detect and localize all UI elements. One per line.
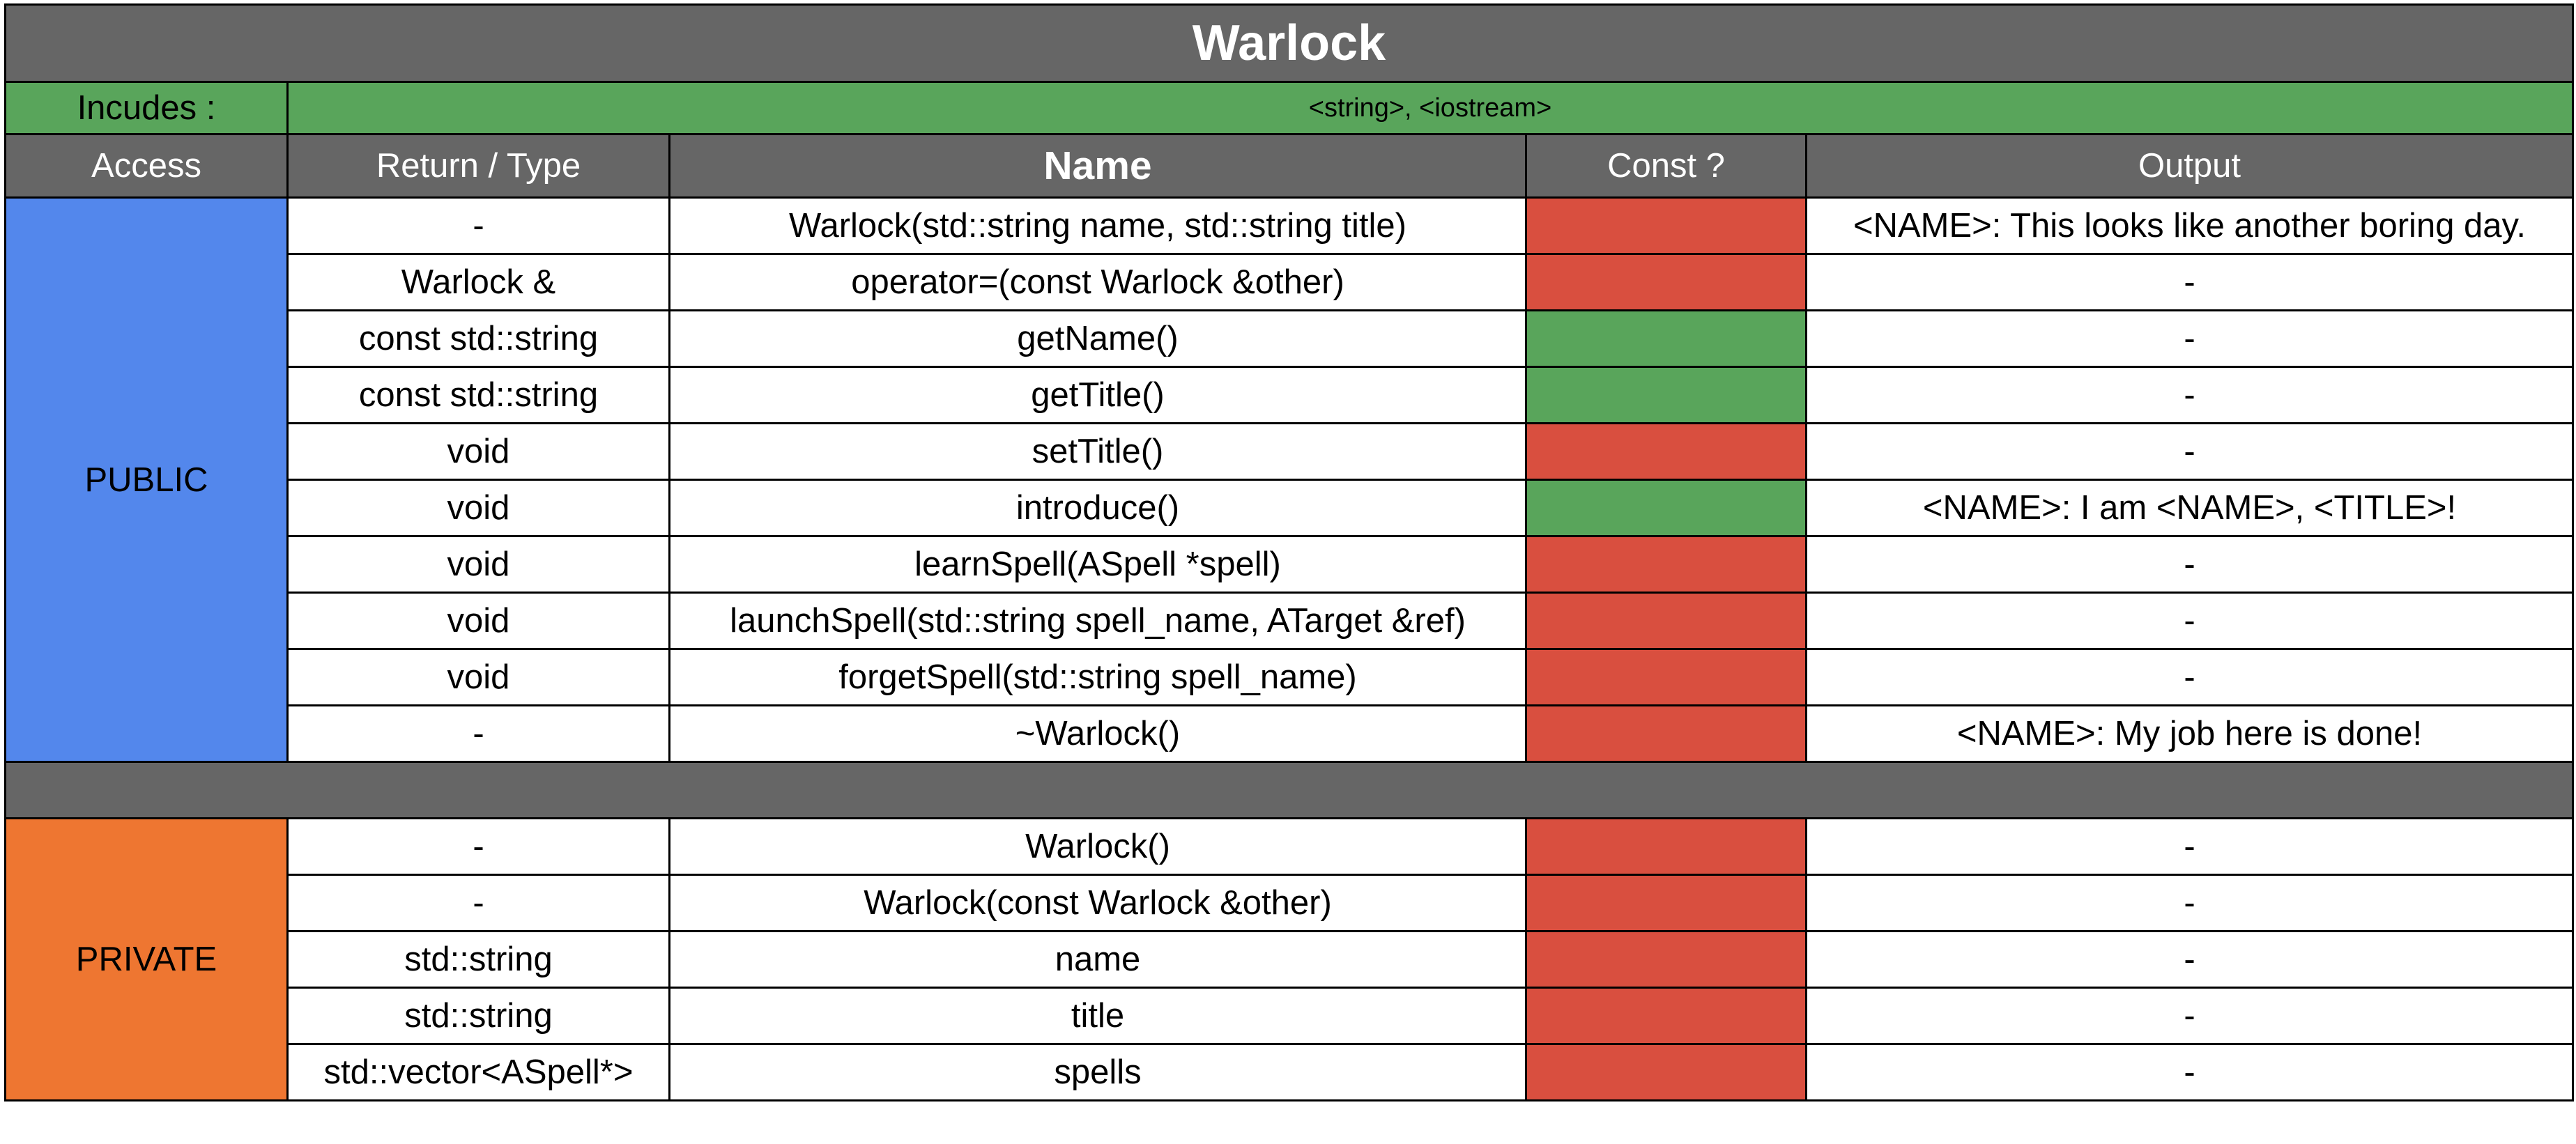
- const-cell-false[interactable]: [1525, 704, 1807, 763]
- const-cell-true[interactable]: [1525, 479, 1807, 537]
- output-cell[interactable]: -: [1804, 309, 2575, 368]
- member-name-cell[interactable]: Warlock(): [668, 817, 1527, 876]
- table-row: std::string name -: [6, 930, 2575, 989]
- output-cell[interactable]: -: [1804, 422, 2575, 481]
- header-name[interactable]: Name: [668, 133, 1527, 199]
- member-name-cell[interactable]: ~Warlock(): [668, 704, 1527, 763]
- member-name-cell[interactable]: name: [668, 930, 1527, 989]
- table-row: PUBLIC - Warlock(std::string name, std::st…: [4, 196, 2575, 763]
- includes-row: Incudes : <string>, <iostream>: [4, 81, 2575, 135]
- const-cell-false[interactable]: [1525, 592, 1807, 650]
- table-row: PRIVATE - Warlock() -: [4, 817, 2575, 1102]
- table-row: void introduce() <NAME>: I am <NAME>, <TIT…: [6, 479, 2575, 537]
- return-type-cell[interactable]: -: [286, 874, 670, 932]
- member-name-cell[interactable]: spells: [668, 1043, 1527, 1102]
- member-name-cell[interactable]: launchSpell(std::string spell_name, ATar…: [668, 592, 1527, 650]
- return-type-cell[interactable]: Warlock &: [286, 253, 670, 311]
- return-type-cell[interactable]: -: [286, 817, 670, 876]
- table-body: PUBLIC - Warlock(std::string name, std::st…: [3, 196, 2575, 1102]
- table-row: Warlock & operator=(const Warlock &other)…: [6, 253, 2575, 311]
- title-row: Warlock: [3, 3, 2575, 83]
- return-type-cell[interactable]: const std::string: [286, 309, 670, 368]
- output-cell[interactable]: -: [1804, 535, 2575, 594]
- table-row: std::vector<ASpell*> spells -: [6, 1043, 2575, 1102]
- return-type-cell[interactable]: void: [286, 422, 670, 481]
- table-row: - ~Warlock() <NAME>: My job here is done!: [6, 704, 2575, 763]
- output-cell[interactable]: -: [1804, 366, 2575, 424]
- const-cell-false[interactable]: [1525, 535, 1807, 594]
- output-cell[interactable]: -: [1804, 987, 2575, 1045]
- output-cell[interactable]: -: [1804, 817, 2575, 876]
- const-cell-false[interactable]: [1525, 196, 1807, 255]
- member-name-cell[interactable]: setTitle(): [668, 422, 1527, 481]
- access-cell-public[interactable]: PUBLIC: [4, 196, 289, 763]
- const-cell-false[interactable]: [1525, 422, 1807, 481]
- output-cell[interactable]: <NAME>: I am <NAME>, <TITLE>!: [1804, 479, 2575, 537]
- header-const[interactable]: Const ?: [1525, 133, 1807, 199]
- section-separator-row: [3, 761, 2575, 819]
- member-name-cell[interactable]: introduce(): [668, 479, 1527, 537]
- const-cell-true[interactable]: [1525, 309, 1807, 368]
- member-name-cell[interactable]: getName(): [668, 309, 1527, 368]
- const-cell-false[interactable]: [1525, 930, 1807, 989]
- output-cell[interactable]: -: [1804, 253, 2575, 311]
- return-type-cell[interactable]: void: [286, 479, 670, 537]
- member-name-cell[interactable]: title: [668, 987, 1527, 1045]
- const-cell-false[interactable]: [1525, 253, 1807, 311]
- const-cell-false[interactable]: [1525, 874, 1807, 932]
- section-separator-cell[interactable]: [3, 761, 2575, 819]
- output-cell[interactable]: -: [1804, 592, 2575, 650]
- class-spec-table: Warlock Incudes : <string>, <iostream> A…: [3, 3, 2575, 1102]
- table-row: void forgetSpell(std::string spell_name) -: [6, 648, 2575, 706]
- output-cell[interactable]: -: [1804, 648, 2575, 706]
- return-type-cell[interactable]: -: [286, 704, 670, 763]
- return-type-cell[interactable]: void: [286, 535, 670, 594]
- member-name-cell[interactable]: getTitle(): [668, 366, 1527, 424]
- member-name-cell[interactable]: operator=(const Warlock &other): [668, 253, 1527, 311]
- output-cell[interactable]: <NAME>: This looks like another boring d…: [1804, 196, 2575, 255]
- const-cell-false[interactable]: [1525, 1043, 1807, 1102]
- table-row: const std::string getName() -: [6, 309, 2575, 368]
- table-row: void setTitle() -: [6, 422, 2575, 481]
- class-title[interactable]: Warlock: [3, 3, 2575, 83]
- includes-label[interactable]: Incudes :: [4, 81, 289, 135]
- return-type-cell[interactable]: void: [286, 592, 670, 650]
- table-row: const std::string getTitle() -: [6, 366, 2575, 424]
- return-type-cell[interactable]: std::vector<ASpell*>: [286, 1043, 670, 1102]
- const-cell-false[interactable]: [1525, 817, 1807, 876]
- return-type-cell[interactable]: -: [286, 196, 670, 255]
- member-name-cell[interactable]: learnSpell(ASpell *spell): [668, 535, 1527, 594]
- output-cell[interactable]: -: [1804, 930, 2575, 989]
- includes-value[interactable]: <string>, <iostream>: [286, 81, 2575, 135]
- output-cell[interactable]: -: [1804, 874, 2575, 932]
- member-name-cell[interactable]: forgetSpell(std::string spell_name): [668, 648, 1527, 706]
- member-name-cell[interactable]: Warlock(const Warlock &other): [668, 874, 1527, 932]
- member-name-cell[interactable]: Warlock(std::string name, std::string ti…: [668, 196, 1527, 255]
- return-type-cell[interactable]: const std::string: [286, 366, 670, 424]
- table-row: - Warlock(const Warlock &other) -: [6, 874, 2575, 932]
- const-cell-false[interactable]: [1525, 987, 1807, 1045]
- return-type-cell[interactable]: std::string: [286, 987, 670, 1045]
- const-cell-false[interactable]: [1525, 648, 1807, 706]
- output-cell[interactable]: <NAME>: My job here is done!: [1804, 704, 2575, 763]
- output-cell[interactable]: -: [1804, 1043, 2575, 1102]
- header-output[interactable]: Output: [1804, 133, 2575, 199]
- access-cell-private[interactable]: PRIVATE: [4, 817, 289, 1102]
- column-header-row: Access Return / Type Name Const ? Output: [4, 133, 2575, 199]
- table-row: void learnSpell(ASpell *spell) -: [6, 535, 2575, 594]
- return-type-cell[interactable]: void: [286, 648, 670, 706]
- table-row: void launchSpell(std::string spell_name, …: [6, 592, 2575, 650]
- header-return-type[interactable]: Return / Type: [286, 133, 670, 199]
- table-row: std::string title -: [6, 987, 2575, 1045]
- return-type-cell[interactable]: std::string: [286, 930, 670, 989]
- const-cell-true[interactable]: [1525, 366, 1807, 424]
- header-access[interactable]: Access: [4, 133, 289, 199]
